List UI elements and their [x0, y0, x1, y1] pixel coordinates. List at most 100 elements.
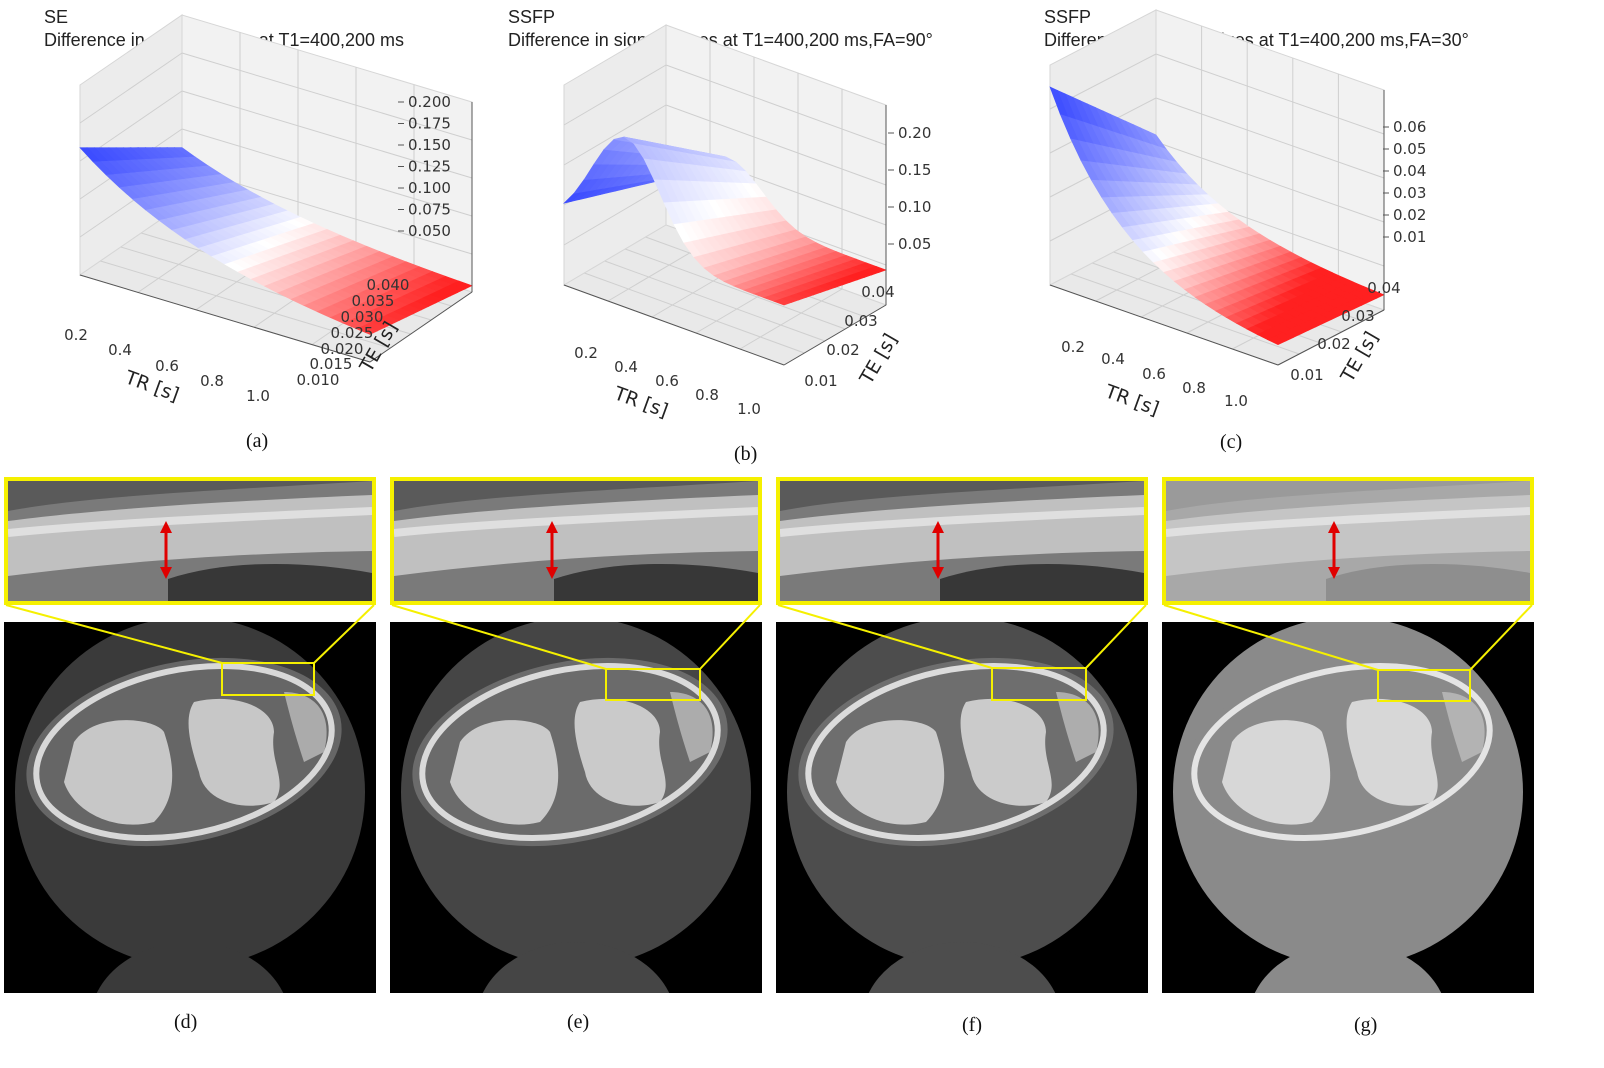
roi-box	[605, 668, 701, 701]
mri-slice	[776, 622, 1148, 993]
zoom-bright-line	[1166, 507, 1530, 537]
caption-f: (f)	[962, 1014, 982, 1036]
x-tick-label: 0.8	[200, 372, 224, 390]
zoom-inset-image	[394, 481, 758, 601]
tooth-enamel-ring	[419, 662, 721, 842]
x-tick-label: 0.2	[64, 326, 88, 344]
tooth-crown-right	[1346, 698, 1438, 806]
y-tick-label: 0.04	[861, 283, 894, 301]
mri-panel-f	[776, 477, 1148, 993]
y-axis-line	[783, 304, 887, 366]
plot-title-line1: SSFP	[508, 7, 556, 27]
plot-canvas: 0.01 0.02 0.03 0.04 0.05 0.06 0.2 0.4 0.6 0.8 1.0 0…	[1048, 9, 1426, 420]
tooth-crown-right	[574, 698, 666, 806]
y-tick-label: 0.015	[310, 355, 353, 373]
tooth-crown-right	[188, 698, 280, 806]
z-tick-label: 0.075	[408, 201, 451, 219]
plot-canvas: 0.050 0.075 0.100 0.125 0.150 0.175 0.200 0.2 0.…	[64, 14, 474, 406]
y-tick-label: 0.02	[1317, 335, 1350, 353]
x-tick-label: 0.6	[1142, 365, 1166, 383]
x-tick-label: 0.6	[655, 372, 679, 390]
surface-plot-ssfp-fa90: SSFP Difference in signal values at T1=4…	[464, 0, 984, 430]
y-tick-label: 0.03	[844, 312, 877, 330]
lower-sample-tube	[868, 942, 1056, 993]
double-arrow-head-down	[1328, 567, 1340, 579]
mri-slice	[390, 622, 762, 993]
y-tick-label: 0.035	[352, 292, 395, 310]
zoom-bright-line	[8, 507, 372, 537]
tooth-crown-edge	[670, 692, 713, 762]
mri-slice-image	[390, 622, 762, 993]
zoom-bright-line	[394, 507, 758, 537]
leader-line-right	[313, 604, 375, 664]
surface-plot-ssfp-fa30: SSFP Difference in signal values at T1=4…	[1000, 0, 1520, 430]
zoom-inset	[776, 477, 1148, 605]
x-tick-label: 0.2	[574, 344, 598, 362]
plot-title-line2: Difference in signal values at T1=400,20…	[508, 30, 933, 50]
double-arrow-head-up	[160, 521, 172, 533]
leader-lines	[5, 604, 375, 664]
gridline	[1155, 97, 1385, 179]
surface-plot-se: SE Difference in signal values at T1=400…	[0, 0, 520, 430]
mri-panel-d	[4, 477, 376, 993]
zoom-dark-region	[168, 563, 372, 601]
y-tick-label: 0.020	[321, 340, 364, 358]
gridline	[584, 272, 805, 354]
caption-c: (c)	[1220, 431, 1243, 453]
x-axis-line	[1049, 284, 1279, 366]
z-tick-label: 0.15	[898, 161, 931, 179]
y-tick-label: 0.01	[1290, 366, 1323, 384]
z-tick-label: 0.175	[408, 115, 451, 133]
double-arrow-head-up	[932, 521, 944, 533]
z-tick-label: 0.20	[898, 124, 931, 142]
gridline	[1155, 53, 1385, 135]
surface	[563, 136, 887, 306]
z-tick-label: 0.100	[408, 179, 451, 197]
gridline	[625, 248, 846, 330]
plot-canvas: 0.05 0.10 0.15 0.20 0.2 0.4 0.6 0.8 1.0 0.01 0.02 0…	[562, 24, 931, 422]
double-arrow-head-up	[1328, 521, 1340, 533]
tooth-enamel-ring	[805, 662, 1107, 842]
zoom-inset	[1162, 477, 1534, 605]
leader-line-left	[5, 604, 223, 664]
mri-panel-g	[1162, 477, 1534, 993]
y-tick-label: 0.01	[804, 372, 837, 390]
gridline	[563, 104, 667, 166]
x-tick-label: 0.4	[108, 341, 132, 359]
roi-box	[221, 662, 315, 696]
gridline	[563, 184, 667, 246]
surface-patch	[356, 325, 379, 335]
roi-box	[1377, 669, 1471, 702]
gridline	[181, 90, 473, 179]
caption-d: (d)	[174, 1011, 198, 1033]
z-tick-label: 0.04	[1393, 162, 1426, 180]
surface	[1049, 86, 1385, 346]
tooth-crown-edge	[1442, 692, 1485, 762]
y-tick-label: 0.030	[341, 308, 384, 326]
tooth-enamel-ring	[33, 662, 335, 842]
zoom-bright-line	[780, 507, 1144, 537]
roi-box	[991, 667, 1087, 701]
gridline	[739, 288, 843, 350]
tooth-crown-left	[1222, 720, 1331, 825]
leader-line-right	[699, 604, 761, 670]
tooth-enamel-ring	[1191, 662, 1493, 842]
plot-title-line1: SSFP	[1044, 7, 1092, 27]
tooth-crown-left	[64, 720, 173, 825]
zoom-inset-image	[8, 481, 372, 601]
y-tick-label: 0.025	[331, 324, 374, 342]
leader-line-right	[1469, 604, 1533, 671]
x-tick-label: 0.6	[155, 357, 179, 375]
leader-line-left	[777, 604, 993, 669]
z-tick-label: 0.05	[898, 235, 931, 253]
gridline	[1155, 141, 1385, 223]
y-axis-line	[1277, 309, 1385, 366]
x-tick-label: 1.0	[1224, 392, 1248, 410]
z-tick-label: 0.125	[408, 158, 451, 176]
caption-g: (g)	[1354, 1014, 1378, 1036]
tooth-crown-left	[450, 720, 559, 825]
x-tick-label: 0.8	[1182, 379, 1206, 397]
tooth-crown-edge	[1056, 692, 1099, 762]
caption-b: (b)	[734, 443, 758, 465]
x-tick-label: 0.2	[1061, 338, 1085, 356]
